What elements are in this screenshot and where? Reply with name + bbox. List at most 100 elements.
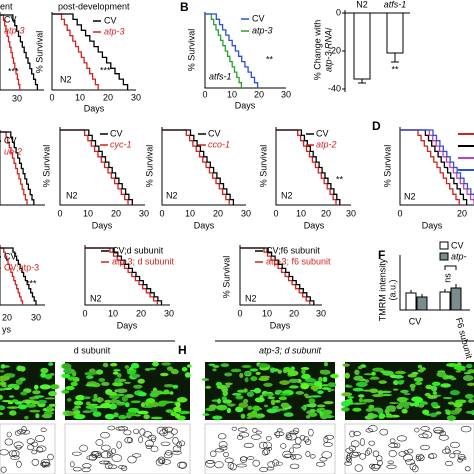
mitochondria xyxy=(422,409,430,415)
mitochondria xyxy=(0,405,6,411)
x-axis-label: Days xyxy=(194,220,215,230)
mitochondria xyxy=(44,397,56,400)
survival-curve xyxy=(0,247,24,305)
outline-image xyxy=(204,423,336,474)
outline xyxy=(145,444,153,449)
outline xyxy=(255,430,262,435)
outline xyxy=(36,445,47,452)
mitochondria xyxy=(447,401,455,405)
mitochondria xyxy=(93,393,98,400)
legend-entry: atp-3 xyxy=(104,26,125,36)
mitochondria xyxy=(133,384,143,389)
mitochondria xyxy=(427,395,438,399)
outline xyxy=(444,446,450,454)
outline xyxy=(79,444,88,452)
mitochondria xyxy=(345,384,350,388)
mitochondria xyxy=(117,373,122,378)
strain-label: N2 xyxy=(404,191,416,201)
mitochondria xyxy=(40,372,47,378)
outline xyxy=(272,459,279,467)
mitochondria xyxy=(209,404,218,410)
mitochondria xyxy=(101,381,110,386)
outline xyxy=(267,461,276,468)
outline xyxy=(324,434,335,440)
outline xyxy=(72,466,82,472)
outline xyxy=(289,430,299,435)
outline xyxy=(349,451,359,458)
category-label: F6 subunit xyxy=(454,317,474,361)
mitochondria xyxy=(364,415,373,420)
mitochondria xyxy=(442,397,453,399)
survival-curve xyxy=(0,247,37,305)
mitochondria xyxy=(419,401,429,405)
strain-label: N2 xyxy=(90,293,102,303)
mitochondria xyxy=(324,415,335,418)
mitochondria xyxy=(257,363,269,368)
outline xyxy=(86,455,97,461)
outline xyxy=(309,454,316,459)
outline xyxy=(27,444,35,451)
mitochondria xyxy=(222,399,232,404)
mitochondria xyxy=(290,366,295,371)
mitochondria xyxy=(318,407,326,411)
x-tick-label: 20 xyxy=(321,208,331,218)
mitochondria xyxy=(48,403,57,407)
outline xyxy=(388,443,399,448)
legend-entry: CV xyxy=(451,240,464,250)
x-tick-label: 30 xyxy=(316,308,326,318)
mitochondria xyxy=(417,369,424,373)
axes xyxy=(51,12,136,91)
mitochondria xyxy=(401,408,408,414)
mitochondria xyxy=(385,414,395,418)
mitochondria xyxy=(173,406,182,413)
outline xyxy=(132,453,142,458)
mitochondria xyxy=(450,377,457,381)
mitochondria xyxy=(20,391,28,396)
mitochondria xyxy=(246,412,259,418)
x-tick-label: 20 xyxy=(136,308,146,318)
mitochondria xyxy=(178,410,191,415)
outline xyxy=(428,453,435,459)
mitochondria xyxy=(142,405,153,409)
outline xyxy=(348,445,357,452)
outline xyxy=(107,425,116,431)
survival-curve xyxy=(400,129,474,205)
outline xyxy=(285,434,293,441)
x-tick-label: 20 xyxy=(289,308,299,318)
mitochondria xyxy=(115,393,125,397)
survival-curve xyxy=(60,129,133,205)
mitochondria xyxy=(74,405,82,409)
mitochondria xyxy=(463,372,471,375)
mitochondria xyxy=(279,380,290,385)
outline xyxy=(163,452,173,459)
panel-label: H xyxy=(178,343,187,357)
mitochondria xyxy=(274,400,281,403)
x-tick-label: 0 xyxy=(202,89,207,99)
outline xyxy=(20,429,31,435)
outline xyxy=(433,429,445,434)
outline xyxy=(31,458,39,466)
mitochondria xyxy=(342,363,350,367)
mitochondria xyxy=(70,381,78,387)
mitochondria xyxy=(385,405,397,411)
mitochondria xyxy=(117,401,126,404)
outline xyxy=(359,453,367,460)
outline xyxy=(262,441,273,449)
outline xyxy=(252,427,258,433)
mitochondria xyxy=(158,400,170,405)
mitochondria xyxy=(316,404,326,408)
mitochondria xyxy=(377,390,384,395)
outline xyxy=(237,427,248,432)
x-axis-label: Days xyxy=(270,320,291,330)
mitochondria xyxy=(389,402,399,404)
mitochondria xyxy=(270,368,280,372)
legend-entry: atp-3 xyxy=(4,25,25,35)
mitochondria xyxy=(462,375,474,381)
mitochondria xyxy=(230,368,242,373)
outline xyxy=(417,454,425,461)
mitochondria xyxy=(118,414,127,420)
mitochondria xyxy=(392,388,399,391)
mitochondria xyxy=(137,378,145,384)
mitochondria xyxy=(287,372,297,375)
